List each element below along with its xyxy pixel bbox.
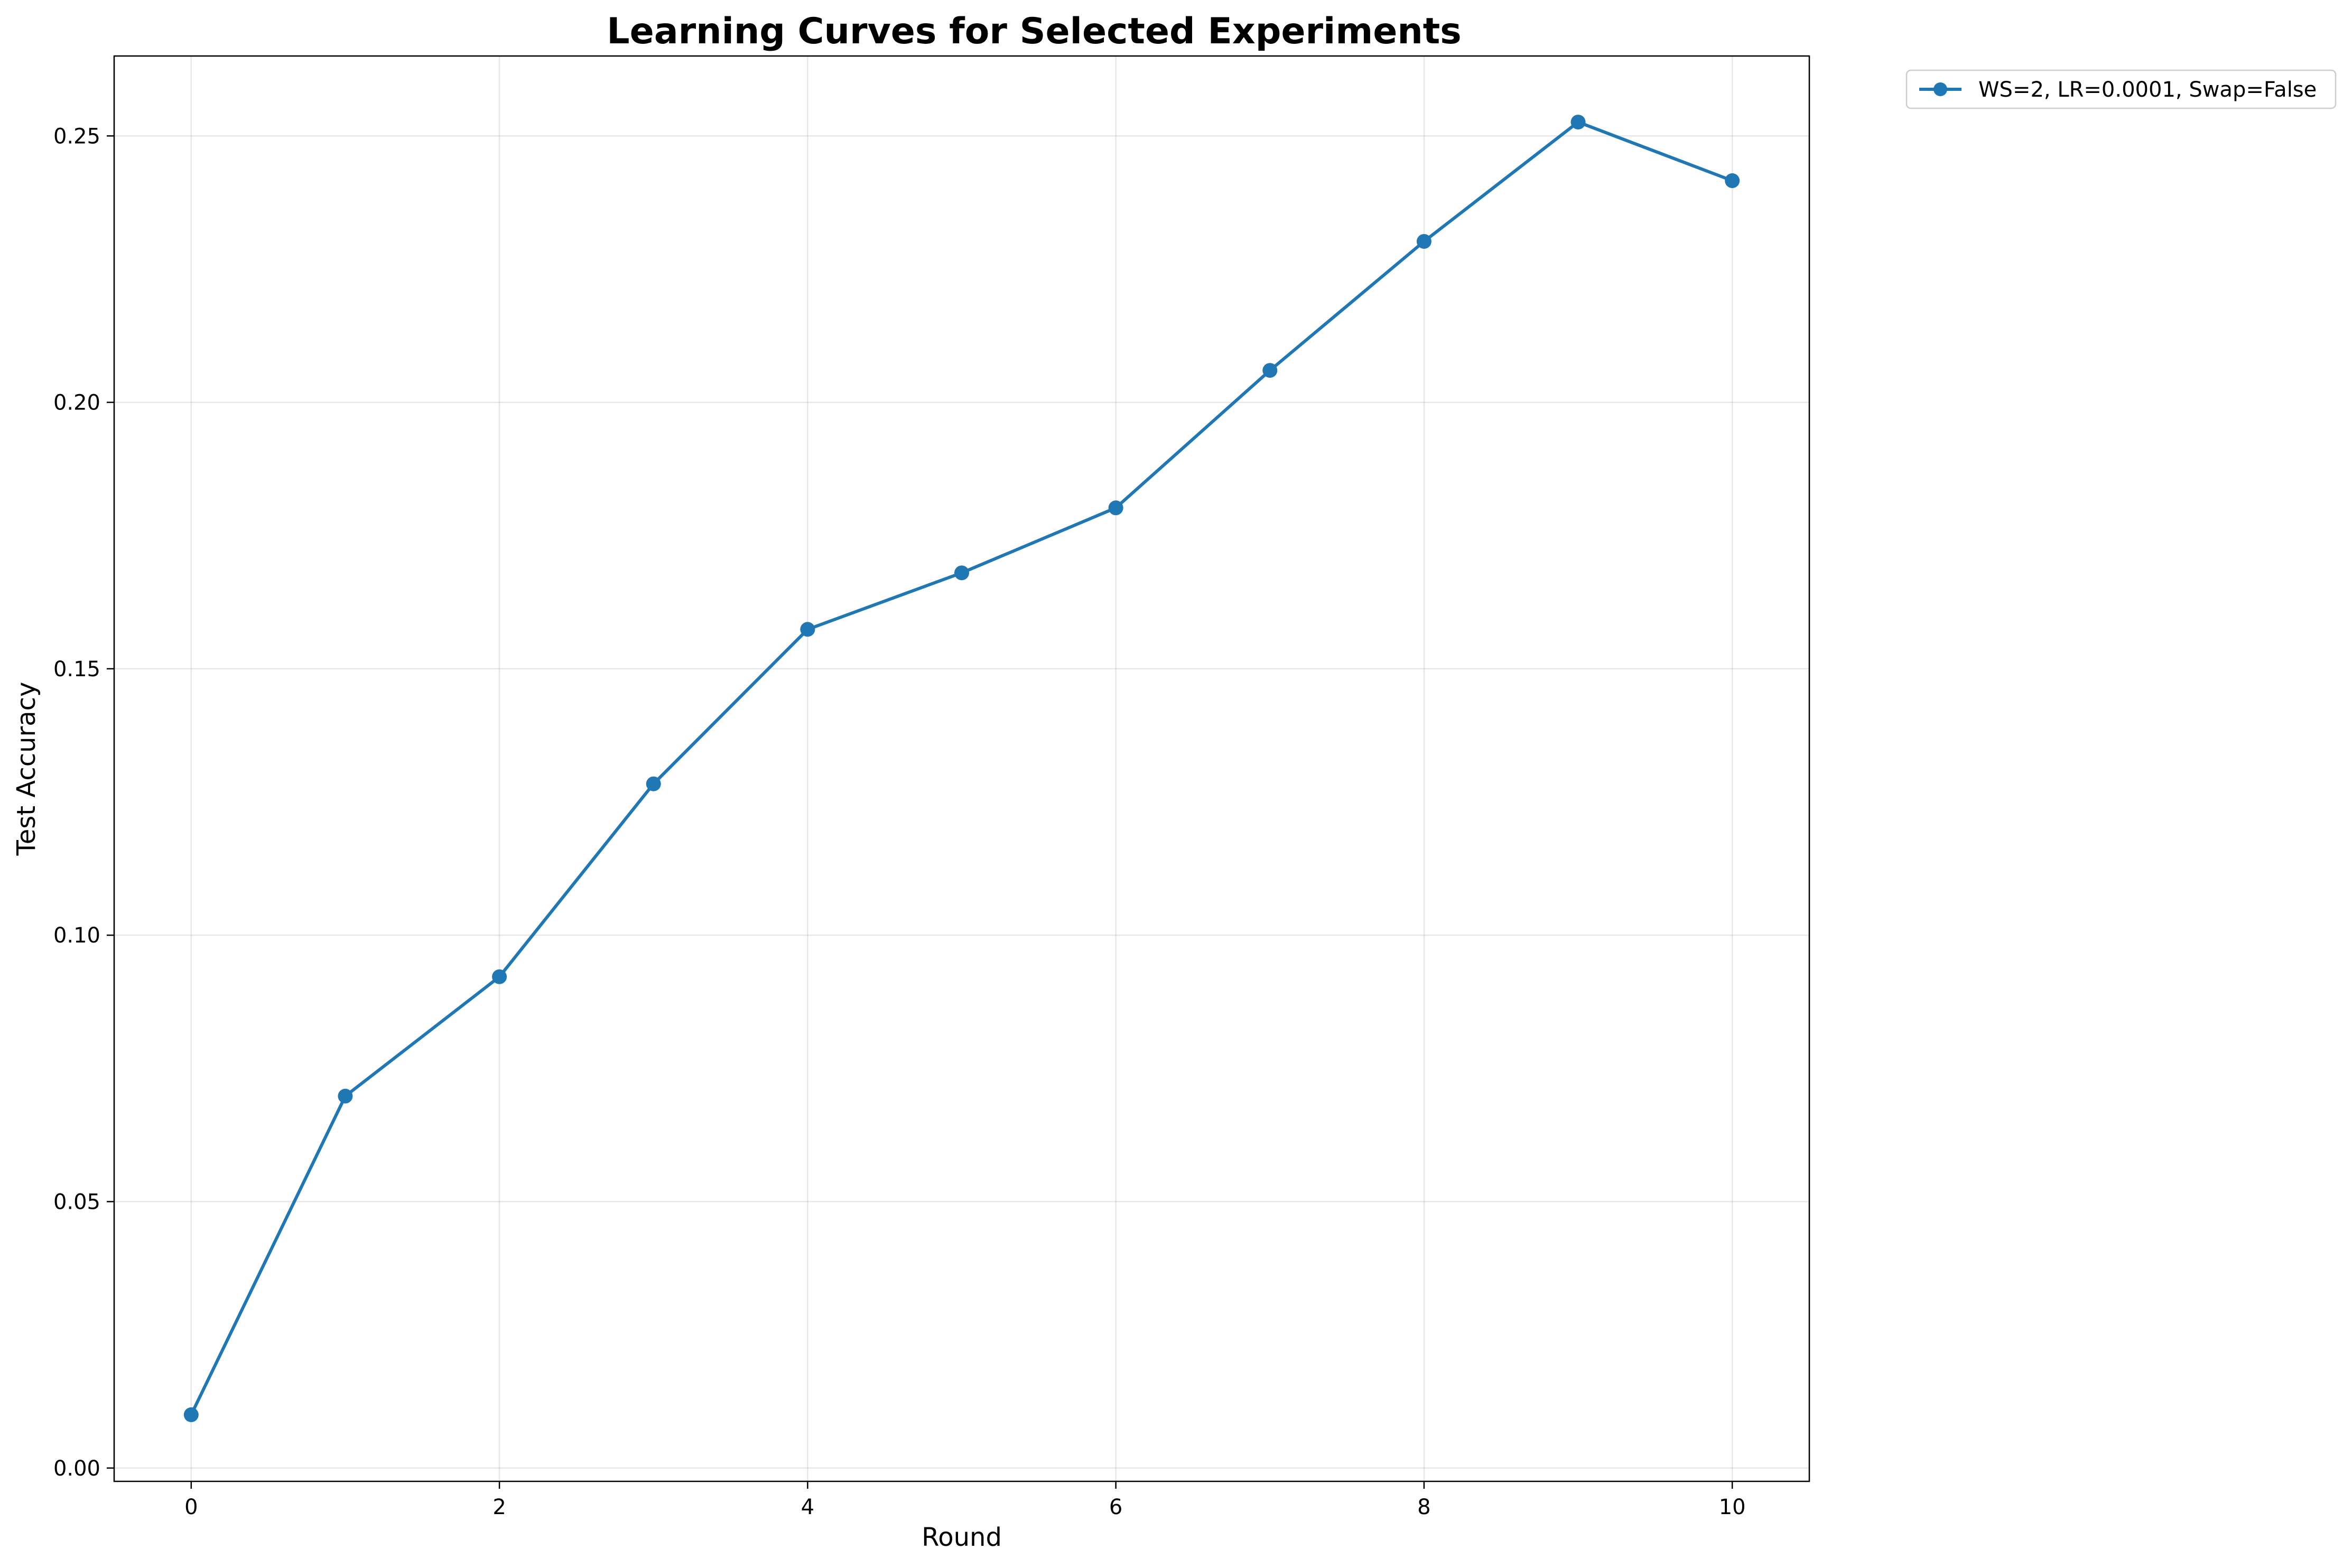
x-tick-label: 2: [492, 1495, 506, 1519]
data-point: [1570, 115, 1586, 130]
data-point: [1725, 173, 1740, 189]
y-tick-label: 0.00: [53, 1457, 100, 1481]
x-axis-label: Round: [922, 1523, 1002, 1552]
data-point: [1108, 500, 1123, 516]
y-tick-label: 0.10: [53, 923, 100, 948]
axes-frame: [113, 55, 1810, 1482]
series-layer: [183, 115, 1740, 1422]
y-tick-label: 0.20: [53, 391, 100, 415]
data-point: [338, 1088, 353, 1104]
data-point: [492, 969, 507, 984]
legend-frame: [1905, 69, 2337, 109]
x-axis-ticks: 0 2 4 6 8 10: [184, 1481, 1746, 1519]
data-point: [646, 776, 661, 791]
x-tick-label: 0: [184, 1495, 198, 1519]
data-point: [1416, 234, 1431, 249]
x-tick-label: 8: [1417, 1495, 1430, 1519]
data-point: [1262, 363, 1278, 378]
legend: WS=2, LR=0.0001, Swap=False: [1905, 69, 2337, 109]
y-axis-label: Test Accuracy: [12, 682, 41, 856]
y-tick-label: 0.05: [53, 1190, 100, 1214]
y-tick-label: 0.25: [53, 124, 100, 148]
y-axis-ticks: 0.00 0.05 0.10 0.15 0.20 0.25: [53, 124, 114, 1481]
legend-marker-sample: [1933, 82, 1947, 96]
legend-entry-label: WS=2, LR=0.0001, Swap=False: [1978, 78, 2317, 102]
x-tick-label: 6: [1109, 1495, 1122, 1519]
chart-title: Learning Curves for Selected Experiments: [607, 11, 1461, 52]
data-point: [800, 622, 815, 637]
x-tick-label: 10: [1719, 1495, 1746, 1519]
x-tick-label: 4: [801, 1495, 814, 1519]
y-tick-label: 0.15: [53, 657, 100, 682]
grid-layer: [114, 56, 1809, 1481]
data-point: [183, 1407, 199, 1422]
data-point: [954, 565, 969, 581]
